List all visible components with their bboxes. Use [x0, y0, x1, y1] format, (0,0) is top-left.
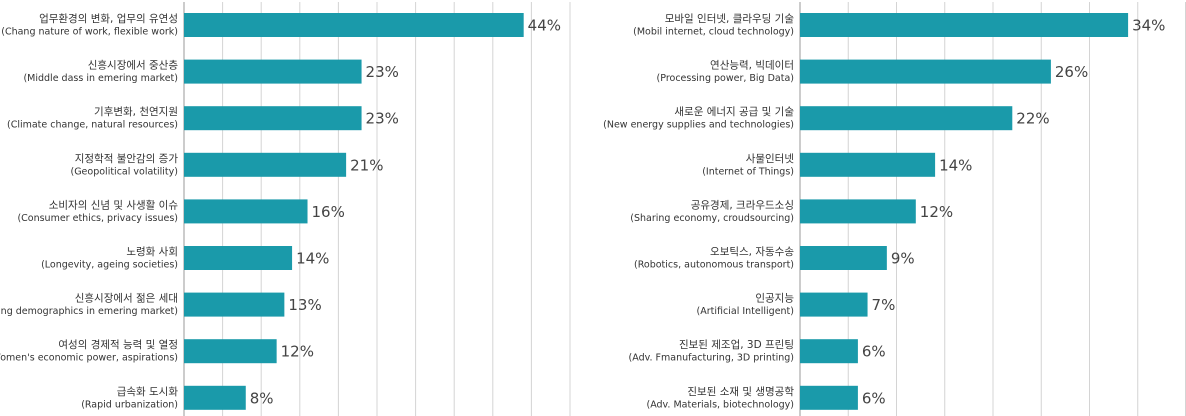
category-label: 새로운 에너지 공급 및 기술	[674, 106, 794, 118]
value-label: 8%	[250, 389, 274, 407]
bar	[800, 106, 1013, 131]
category-label: 소비자의 신념 및 사생활 이슈	[49, 198, 179, 211]
category-label: 연산능력, 빅데이터	[710, 60, 794, 72]
bar	[184, 385, 246, 410]
category-label: 지정학적 불안감의 증가	[75, 153, 179, 165]
category-label: 노령화 사회	[126, 246, 178, 258]
category-sublabel: (Mobil internet, cloud technology)	[633, 27, 794, 38]
category-label: 신흥시장에서 중산층	[88, 59, 179, 72]
value-label: 7%	[872, 296, 896, 314]
value-label: 13%	[288, 296, 321, 314]
bar	[184, 106, 362, 131]
bar	[184, 339, 277, 364]
category-sublabel: (Geopolitical volatility)	[70, 166, 178, 177]
category-sublabel: (Chang nature of work, flexible work)	[1, 27, 178, 38]
category-sublabel: (Internet of Things)	[702, 166, 794, 177]
category-sublabel: (Artificial Intelligent)	[697, 306, 794, 317]
bar	[800, 199, 916, 224]
category-sublabel: (Processing power, Big Data)	[657, 73, 794, 84]
category-sublabel: (Robotics, autonomous transport)	[634, 260, 794, 271]
category-sublabel: (Rapid urbanization)	[81, 399, 178, 410]
bar	[184, 292, 285, 317]
value-label: 23%	[366, 110, 399, 128]
value-label: 12%	[920, 203, 953, 221]
category-label: 인공지능	[755, 293, 794, 305]
value-label: 12%	[281, 343, 314, 361]
category-label: 진보된 소재 및 생명공학	[687, 386, 794, 398]
bar	[800, 152, 936, 177]
category-sublabel: (New energy supplies and technologies)	[603, 120, 794, 131]
bar	[184, 246, 293, 270]
category-label: 기후변화, 천연지원	[94, 106, 178, 118]
bar	[184, 13, 524, 37]
value-label: 14%	[939, 156, 972, 174]
category-label: 진보된 제조업, 3D 프린팅	[679, 338, 794, 351]
bar	[800, 292, 868, 317]
category-sublabel: Young demographics in emering market)	[0, 306, 178, 317]
category-sublabel: (Sharing economy, croudsourcing)	[630, 213, 794, 224]
value-label: 23%	[366, 63, 399, 81]
category-label: 오보틱스, 자동수송	[710, 246, 794, 258]
value-label: 22%	[1016, 110, 1049, 128]
bar	[800, 385, 858, 410]
value-label: 14%	[296, 250, 329, 268]
value-label: 16%	[312, 203, 345, 221]
bar	[184, 59, 362, 84]
bar	[800, 339, 858, 364]
bar	[184, 152, 347, 177]
category-sublabel: (Consumer ethics, privacy issues)	[17, 213, 178, 224]
value-label: 9%	[891, 250, 915, 268]
category-sublabel: (Women's economic power, aspirations)	[0, 353, 178, 364]
category-sublabel: (Longevity, ageing societies)	[41, 260, 178, 271]
value-label: 6%	[862, 343, 886, 361]
value-label: 44%	[528, 17, 561, 35]
category-label: 모바일 인터넷, 클라우딩 기술	[665, 12, 795, 25]
category-label: 사물인터넷	[746, 153, 795, 165]
category-label: 급속화 도시화	[117, 386, 179, 398]
category-sublabel: (Middle dass in emering market)	[23, 73, 178, 84]
bar	[800, 246, 887, 270]
bar	[800, 13, 1129, 37]
value-label: 21%	[350, 156, 383, 174]
category-label: 여성의 경제적 능력 및 열정	[58, 338, 178, 351]
bar	[184, 199, 308, 224]
category-label: 신흥시장에서 젊은 세대	[75, 292, 178, 305]
value-label: 6%	[862, 389, 886, 407]
bar	[800, 59, 1051, 84]
category-sublabel: (Adv. Materials, biotechnology)	[646, 399, 794, 410]
value-label: 34%	[1132, 17, 1165, 35]
category-sublabel: (Climate change, natural resources)	[7, 120, 178, 131]
category-sublabel: (Adv. Fmanufacturing, 3D printing)	[629, 353, 794, 364]
value-label: 26%	[1055, 63, 1088, 81]
category-label: 업무환경의 변화, 업무의 유연성	[39, 12, 178, 25]
category-label: 공유경제, 크라우드소싱	[691, 198, 794, 211]
